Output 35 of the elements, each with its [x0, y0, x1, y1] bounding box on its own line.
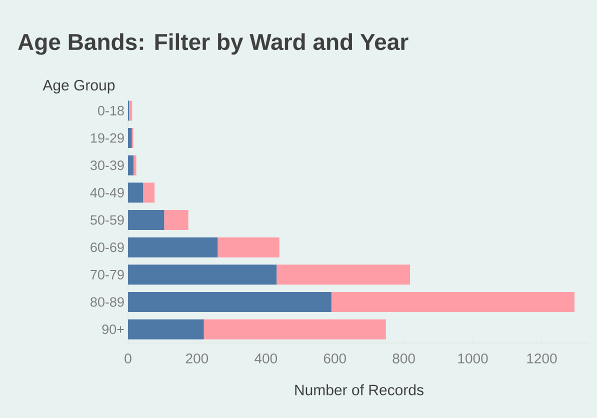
y-tick-label: 19-29 [90, 133, 124, 143]
bar [331, 292, 574, 312]
bar [129, 100, 132, 121]
y-tick-label: 60-69 [90, 242, 124, 252]
chart-title: Age Bands: Filter by Ward and Year [18, 33, 408, 55]
x-tick-label: 400 [254, 354, 278, 364]
y-tick-label: 50-59 [90, 215, 124, 225]
x-tick-label: 1000 [458, 354, 488, 364]
bar [204, 319, 386, 340]
bar [134, 155, 136, 176]
x-tick-label: 600 [324, 354, 346, 364]
y-tick-label: 80-89 [90, 297, 124, 307]
bar [128, 237, 218, 258]
y-tick-label: 90+ [102, 324, 124, 334]
x-axis-title: Number of Records [295, 384, 424, 396]
x-tick-label: 200 [186, 354, 208, 364]
bar [128, 319, 204, 340]
x-tick-label: 0 [124, 354, 132, 364]
y-tick-label: 30-39 [90, 160, 124, 170]
bar [128, 128, 132, 148]
x-tick-label: 800 [392, 354, 415, 364]
y-tick-label: 70-79 [90, 270, 124, 280]
bar [128, 292, 332, 312]
bar [128, 264, 277, 285]
bar [128, 210, 164, 230]
y-axis-title: Age Group [42, 80, 115, 94]
x-tick-label: 1200 [527, 354, 557, 364]
y-tick-label: 0-18 [98, 106, 124, 116]
bar [128, 155, 134, 176]
bar [218, 237, 280, 258]
bar [276, 264, 410, 285]
bar [128, 182, 144, 203]
y-tick-label: 40-49 [90, 188, 124, 198]
bar [143, 182, 155, 203]
bar [164, 210, 188, 230]
